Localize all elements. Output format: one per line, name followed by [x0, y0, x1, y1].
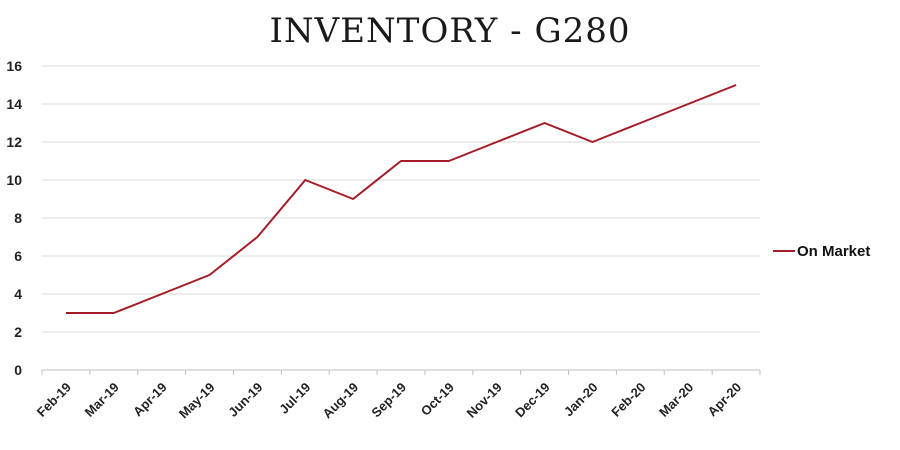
x-tick-label: Oct-19 — [418, 380, 457, 419]
x-tick-label: May-19 — [176, 380, 218, 422]
chart-title: INVENTORY - G280 — [269, 11, 630, 51]
x-tick-label: Nov-19 — [464, 380, 505, 421]
gridlines — [42, 65, 760, 371]
y-tick-label: 8 — [14, 210, 22, 226]
y-tick-label: 2 — [14, 324, 22, 340]
y-tick-label: 12 — [6, 134, 22, 150]
legend-label-on-market: On Market — [797, 243, 870, 260]
series-line-on-market — [65, 84, 737, 314]
x-tick-label: Dec-19 — [512, 380, 553, 421]
y-tick-label: 4 — [14, 286, 22, 302]
x-tick-label: Jul-19 — [276, 380, 313, 417]
x-tick-label: Apr-19 — [130, 380, 170, 420]
x-tick-label: Mar-20 — [656, 380, 696, 420]
x-tick-label: Sep-19 — [368, 380, 409, 421]
x-axis-ticks: Feb-19 Mar-19 Apr-19 May-19 Jun-19 Jul-19 Aug-… — [34, 370, 761, 422]
y-tick-label: 0 — [14, 362, 22, 378]
x-tick-label: Aug-19 — [319, 380, 361, 422]
y-tick-label: 6 — [14, 248, 22, 264]
y-axis-ticks: 0 2 4 6 8 10 12 14 16 — [6, 58, 22, 378]
y-tick-label: 10 — [6, 172, 22, 188]
x-tick-label: Feb-20 — [608, 380, 648, 420]
x-tick-label: Apr-20 — [704, 380, 744, 420]
x-tick-label: Feb-19 — [34, 380, 74, 420]
x-tick-label: Mar-19 — [82, 380, 122, 420]
y-tick-label: 16 — [6, 58, 22, 74]
series-lines — [65, 84, 737, 314]
x-tick-label: Jun-19 — [225, 380, 265, 420]
legend: On Market — [773, 243, 870, 260]
y-tick-label: 14 — [6, 96, 22, 112]
x-tick-label: Jan-20 — [561, 380, 601, 420]
